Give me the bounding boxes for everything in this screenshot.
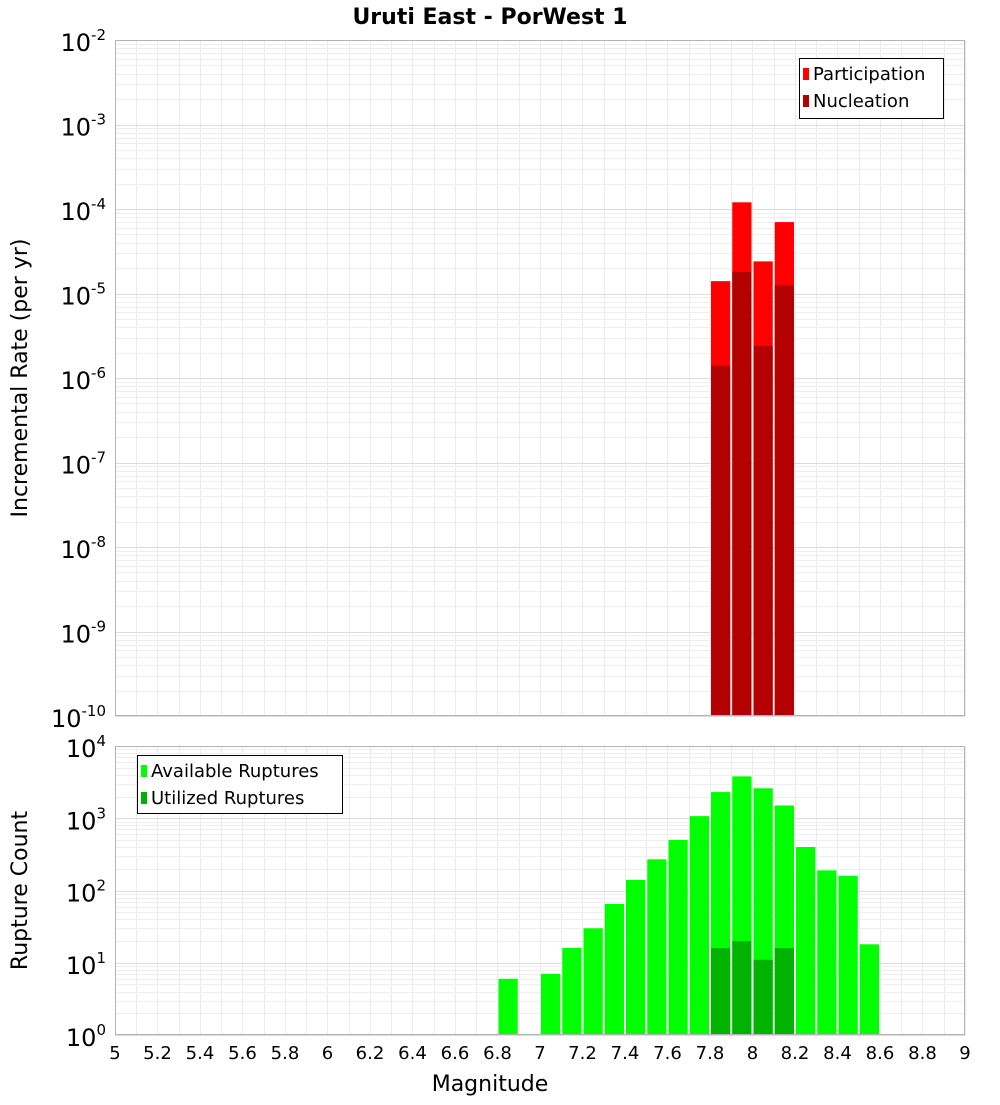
x-tick-label: 6.8	[483, 1043, 512, 1064]
legend-label: Participation	[813, 64, 925, 85]
bar	[604, 904, 624, 1035]
y-tick-exponent: -2	[91, 26, 106, 44]
series-nucleation	[711, 271, 794, 716]
bar	[774, 285, 794, 716]
y-tick-exponent: -5	[91, 280, 106, 298]
legend: Participation Nucleation	[799, 58, 944, 119]
x-tick-label: 7	[534, 1043, 545, 1064]
y-tick-exponent: -7	[91, 449, 106, 467]
y-tick-label: 104	[66, 732, 106, 763]
x-tick-label: 6.4	[398, 1043, 427, 1064]
y-tick-label: 10-7	[60, 449, 106, 480]
y-tick-exponent: -3	[91, 111, 106, 129]
y-tick-label: 101	[66, 949, 106, 980]
y-tick-exponent: 2	[96, 877, 106, 895]
plot-frame	[115, 40, 965, 716]
grid-lines	[115, 40, 966, 717]
bar	[732, 941, 752, 1035]
y-tick-exponent: -9	[91, 618, 106, 636]
x-tick-label: 7.8	[696, 1043, 725, 1064]
bar	[732, 271, 752, 716]
y-tick-label: 10-3	[60, 111, 106, 142]
y-tick-exponent: -8	[91, 533, 106, 551]
y-tick-exponent: -4	[91, 195, 106, 213]
bar	[838, 875, 858, 1035]
y-tick-exponent: 0	[96, 1021, 106, 1039]
bar	[647, 859, 667, 1035]
rate-panel: 10-10 10-9 10-8 10-7 10-6 10-5 10-4 10-3 10-2 Inc…	[8, 26, 966, 733]
y-tick-label: 100	[66, 1021, 106, 1052]
y-tick-exponent: 3	[96, 804, 106, 822]
legend-swatch	[141, 765, 147, 777]
legend: Available Ruptures Utilized Ruptures	[137, 755, 343, 814]
bar	[774, 948, 794, 1035]
bar	[753, 345, 773, 716]
legend-box	[137, 755, 343, 814]
bar	[583, 928, 603, 1035]
legend-label: Utilized Ruptures	[151, 788, 304, 809]
series-available-ruptures	[498, 776, 879, 1035]
x-tick-label: 8.2	[781, 1043, 810, 1064]
legend-swatch	[803, 68, 809, 80]
x-tick-label: 8	[747, 1043, 758, 1064]
legend-swatch	[803, 95, 809, 107]
x-tick-label: 7.4	[611, 1043, 640, 1064]
x-tick-label: 8.6	[866, 1043, 895, 1064]
x-tick-label: 8.4	[823, 1043, 852, 1064]
y-tick-exponent: 1	[96, 949, 106, 967]
bar	[796, 847, 816, 1035]
legend-label: Available Ruptures	[151, 761, 319, 782]
bar	[498, 978, 518, 1035]
bar	[711, 365, 731, 716]
x-tick-label: 5.8	[271, 1043, 300, 1064]
bar	[817, 870, 837, 1035]
y-tick-label: 10-4	[60, 195, 106, 226]
x-tick-label: 5.2	[143, 1043, 172, 1064]
legend-box	[799, 58, 944, 119]
x-tick-label: 7.6	[653, 1043, 682, 1064]
x-tick-label: 6	[322, 1043, 333, 1064]
bar	[562, 948, 582, 1035]
y-axis-label: Rupture Count	[8, 811, 33, 971]
x-tick-label: 8.8	[908, 1043, 937, 1064]
bar	[689, 816, 709, 1035]
bar	[541, 973, 561, 1035]
y-tick-label: 102	[66, 877, 106, 908]
x-tick-label: 5.4	[186, 1043, 215, 1064]
y-tick-exponent: -10	[82, 702, 107, 720]
x-axis-label: Magnitude	[432, 1072, 549, 1097]
chart-title: Uruti East - PorWest 1	[352, 5, 627, 30]
bar	[859, 944, 879, 1035]
y-tick-label: 10-6	[60, 364, 106, 395]
bar	[626, 879, 646, 1035]
legend-label: Nucleation	[813, 91, 909, 112]
y-tick-label: 10-2	[60, 26, 106, 57]
x-tick-label: 6.2	[356, 1043, 385, 1064]
x-tick-label: 9	[959, 1043, 970, 1064]
bar	[711, 948, 731, 1035]
bar	[753, 959, 773, 1035]
grid-lines	[115, 746, 966, 1036]
bar	[668, 839, 688, 1035]
y-tick-label: 10-9	[60, 618, 106, 649]
x-tick-label: 7.2	[568, 1043, 597, 1064]
y-axis-label: Incremental Rate (per yr)	[8, 239, 33, 518]
y-tick-exponent: -6	[91, 364, 106, 382]
y-tick-label: 10-8	[60, 533, 106, 564]
legend-swatch	[141, 792, 147, 804]
series-utilized-ruptures	[711, 941, 794, 1035]
y-tick-exponent: 4	[96, 732, 106, 750]
plot-frame	[115, 746, 965, 1035]
y-tick-label: 103	[66, 804, 106, 835]
x-tick-label: 6.6	[441, 1043, 470, 1064]
y-tick-label: 10-10	[51, 702, 106, 733]
x-tick-label: 5	[109, 1043, 120, 1064]
x-tick-label: 5.6	[228, 1043, 257, 1064]
y-tick-label: 10-5	[60, 280, 106, 311]
